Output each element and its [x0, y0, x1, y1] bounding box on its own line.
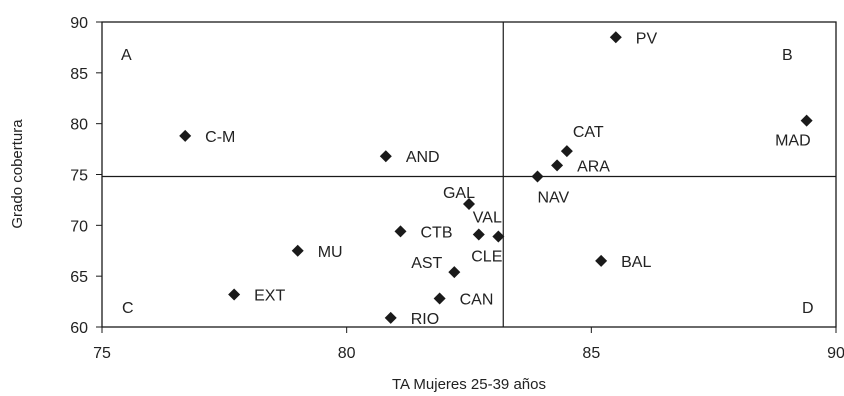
axis-ticks: 60 65 70 75 80 85 90 75 80 85 90 [70, 15, 844, 362]
data-point-label: CLE [471, 249, 502, 266]
data-point-marker [800, 114, 813, 127]
data-point-label: RIO [411, 311, 439, 328]
x-tick-label: 90 [827, 345, 844, 362]
data-point-label: ARA [577, 158, 610, 175]
data-point-label: CTB [420, 224, 452, 241]
data-point-marker [394, 225, 407, 238]
data-point-label: BAL [621, 254, 651, 271]
data-point-marker [433, 292, 446, 305]
x-axis-title: TA Mujeres 25-39 años [392, 376, 546, 393]
y-tick-label: 70 [70, 218, 88, 235]
data-point-marker [291, 244, 304, 257]
y-tick-label: 65 [70, 269, 88, 286]
data-point-marker [379, 150, 392, 163]
data-point-marker [448, 266, 461, 279]
data-point-marker [472, 228, 485, 241]
data-point-label: AND [406, 149, 440, 166]
quadrant-label: B [782, 47, 793, 64]
reference-lines [102, 22, 836, 327]
quadrant-label: D [802, 300, 814, 317]
y-axis-title: Grado cobertura [9, 119, 26, 229]
data-point-marker [384, 311, 397, 324]
data-point-marker [492, 230, 505, 243]
y-tick-label: 90 [70, 15, 88, 32]
data-points: PV MAD C-M AND CAT ARA NAV GAL VAL CLE CTB MU AST BAL… [179, 30, 813, 328]
y-tick-label: 80 [70, 117, 88, 134]
quadrant-label: A [121, 47, 132, 64]
quadrant-label: C [122, 300, 134, 317]
data-point-label: MU [318, 244, 343, 261]
data-point-marker [609, 31, 622, 44]
y-tick-label: 60 [70, 320, 88, 337]
y-tick-label: 85 [70, 66, 88, 83]
data-point-marker [551, 159, 564, 172]
x-tick-label: 75 [93, 345, 111, 362]
x-tick-label: 80 [338, 345, 356, 362]
data-point-label: CAN [460, 292, 494, 309]
data-point-label: MAD [775, 133, 811, 150]
data-point-marker [179, 129, 192, 142]
data-point-marker [595, 254, 608, 267]
data-point-label: NAV [538, 190, 570, 207]
data-point-label: GAL [443, 185, 475, 202]
data-point-marker [560, 145, 573, 158]
data-point-label: EXT [254, 287, 285, 304]
plot-frame [101, 21, 837, 328]
data-point-marker [228, 288, 241, 301]
quadrant-labels: A B C D [121, 47, 814, 317]
data-point-marker [531, 170, 544, 183]
data-point-label: VAL [473, 209, 502, 226]
data-point-label: AST [411, 255, 442, 272]
data-point-label: CAT [573, 124, 604, 141]
data-point-marker [463, 197, 475, 210]
x-tick-label: 85 [582, 345, 600, 362]
data-point-label: C-M [205, 129, 235, 146]
data-point-label: PV [636, 30, 658, 47]
y-tick-label: 75 [70, 168, 88, 185]
